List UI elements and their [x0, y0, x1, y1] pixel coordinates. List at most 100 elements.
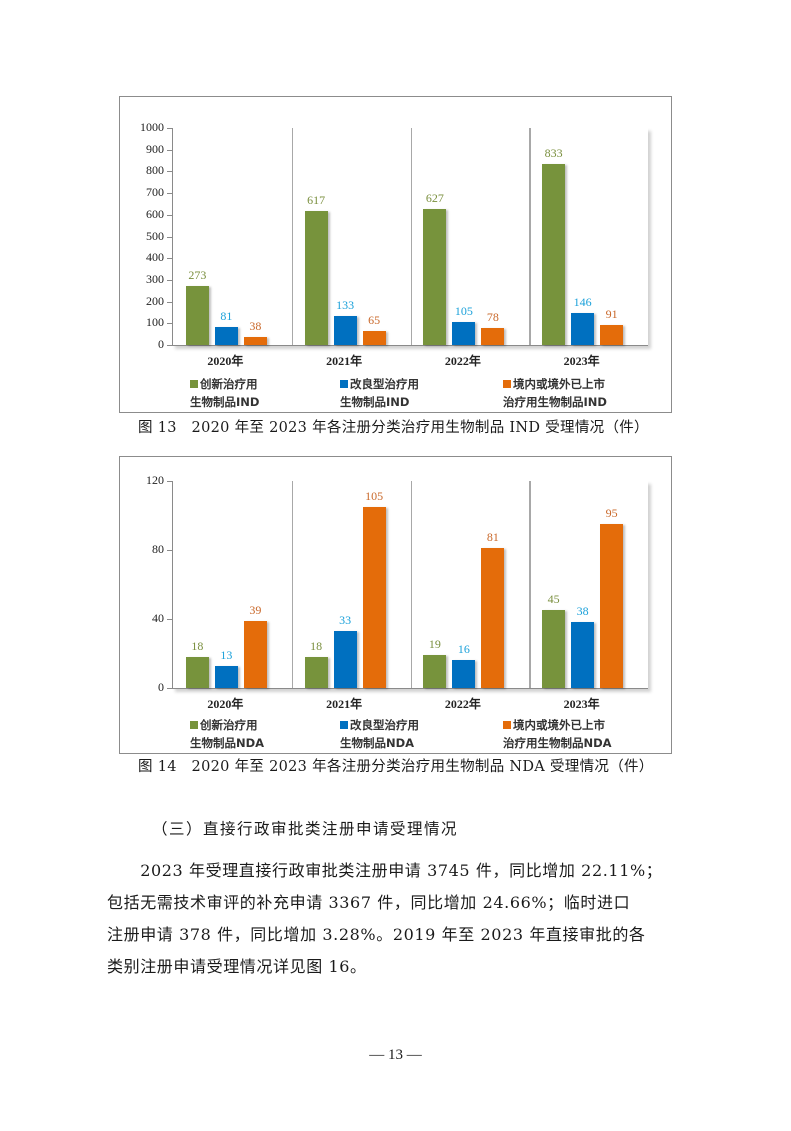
y-tick-mark	[167, 688, 172, 689]
legend-swatch-icon	[340, 380, 348, 388]
body-paragraph: 2023 年受理直接行政审批类注册申请 3745 件，同比增加 22.11%； …	[107, 855, 675, 983]
y-tick-label: 100	[146, 315, 164, 330]
y-tick-mark	[167, 149, 172, 151]
plot-area: 273 81 38 617 133 65 627 105 78 833 146 91	[172, 128, 648, 346]
x-axis-label: 2020年	[207, 354, 244, 368]
x-axis-label: 2021年	[326, 354, 363, 368]
bar-improved	[452, 660, 476, 688]
legend-label: 生物制品NDA	[190, 736, 265, 750]
y-tick-label: 900	[146, 141, 164, 156]
y-tick-mark	[167, 619, 172, 620]
legend-swatch-icon	[340, 721, 348, 729]
data-label-innovative: 273	[188, 267, 207, 282]
data-label-innovative: 627	[425, 190, 444, 205]
y-tick-label: 400	[146, 250, 164, 265]
data-label-improved: 81	[220, 309, 233, 324]
y-tick-mark	[167, 279, 172, 281]
y-tick-label: 600	[146, 206, 164, 221]
legend-label: 创新治疗用	[200, 377, 258, 391]
legend-item-marketed: 境内或境外已上市 治疗用生物制品NDA	[503, 716, 612, 752]
data-label-marketed: 105	[365, 488, 384, 503]
bar-marketed	[362, 506, 386, 688]
y-tick-label: 800	[146, 163, 164, 178]
y-tick-label: 40	[152, 611, 164, 625]
bar-improved	[571, 313, 595, 345]
bar-improved	[214, 665, 238, 688]
y-tick-mark	[167, 171, 172, 173]
year-divider	[291, 128, 294, 345]
y-tick-label: 700	[146, 185, 164, 200]
y-tick-mark	[167, 128, 172, 129]
y-tick-mark	[167, 258, 172, 260]
bar-marketed	[243, 620, 267, 688]
year-divider	[410, 128, 412, 345]
data-label-innovative: 19	[428, 637, 441, 652]
data-label-innovative: 45	[547, 592, 560, 607]
paragraph-line: 注册申请 378 件，同比增加 3.28%。2019 年至 2023 年直接审批…	[107, 925, 646, 944]
data-label-marketed: 65	[368, 312, 381, 327]
year-divider	[291, 481, 294, 688]
y-tick-label: 0	[158, 337, 164, 351]
bar-innovative	[423, 655, 447, 688]
legend-swatch-icon	[190, 380, 198, 388]
y-tick-mark	[167, 193, 172, 195]
bar-improved	[452, 322, 476, 345]
bar-innovative	[542, 610, 566, 688]
y-tick-label: 1000	[140, 120, 164, 134]
y-tick-mark	[167, 236, 172, 238]
legend-label: 境内或境外已上市	[513, 377, 605, 391]
x-axis-label: 2021年	[326, 697, 363, 711]
figure-13-chart: 273 81 38 617 133 65 627 105 78 833 146 91 1000 900 80…	[119, 96, 672, 413]
bar-innovative	[542, 164, 566, 345]
y-tick-label: 120	[146, 473, 164, 487]
year-divider	[529, 481, 531, 688]
legend-item-improved: 改良型治疗用 生物制品IND	[340, 375, 419, 411]
legend-item-improved: 改良型治疗用 生物制品NDA	[340, 716, 419, 752]
data-label-improved: 13	[220, 647, 233, 662]
x-axis-label: 2022年	[444, 354, 481, 368]
plot-area: 18 13 39 18 33 105 19 16 81 45 38 95	[172, 481, 648, 689]
y-tick-label: 80	[152, 542, 164, 556]
bar-improved	[333, 316, 357, 345]
paragraph-line: 包括无需技术审评的补充申请 3367 件，同比增加 24.66%；临时进口	[107, 893, 631, 912]
legend-item-innovative: 创新治疗用 生物制品IND	[190, 375, 259, 411]
y-tick-mark	[167, 345, 172, 346]
bar-innovative	[423, 208, 447, 345]
data-label-innovative: 18	[191, 638, 204, 653]
bar-marketed	[481, 548, 505, 688]
legend-swatch-icon	[503, 380, 511, 388]
bar-innovative	[185, 656, 209, 688]
data-label-improved: 105	[454, 304, 473, 319]
bar-improved	[333, 631, 357, 688]
y-tick-label: 500	[146, 228, 164, 243]
data-label-improved: 146	[573, 295, 592, 310]
legend-swatch-icon	[503, 721, 511, 729]
paragraph-line: 类别注册申请受理情况详见图 16。	[107, 957, 367, 976]
data-label-improved: 16	[457, 642, 470, 657]
year-divider	[529, 128, 531, 345]
bar-marketed	[600, 524, 624, 688]
bar-improved	[571, 622, 595, 688]
bar-marketed	[600, 325, 624, 345]
y-tick-mark	[167, 301, 172, 303]
data-label-marketed: 39	[249, 602, 262, 617]
figure-13-caption: 图 13 2020 年至 2023 年各注册分类治疗用生物制品 IND 受理情况…	[138, 420, 649, 436]
x-axis-label: 2022年	[444, 697, 481, 711]
y-tick-mark	[167, 214, 172, 216]
y-tick-mark	[167, 481, 172, 482]
y-tick-mark	[167, 323, 172, 325]
data-label-innovative: 18	[310, 638, 323, 653]
y-tick-label: 0	[158, 680, 164, 694]
x-axis-label: 2020年	[207, 697, 244, 711]
legend-label: 治疗用生物制品NDA	[503, 736, 612, 750]
x-axis-label: 2023年	[563, 697, 600, 711]
data-label-improved: 133	[336, 298, 355, 313]
bar-improved	[214, 327, 238, 345]
legend-label: 境内或境外已上市	[513, 718, 605, 732]
legend-item-marketed: 境内或境外已上市 治疗用生物制品IND	[503, 375, 607, 411]
data-label-marketed: 38	[249, 318, 262, 333]
year-divider	[410, 481, 412, 688]
data-label-marketed: 78	[486, 310, 499, 325]
y-tick-label: 200	[146, 293, 164, 308]
y-tick-mark	[167, 550, 172, 551]
